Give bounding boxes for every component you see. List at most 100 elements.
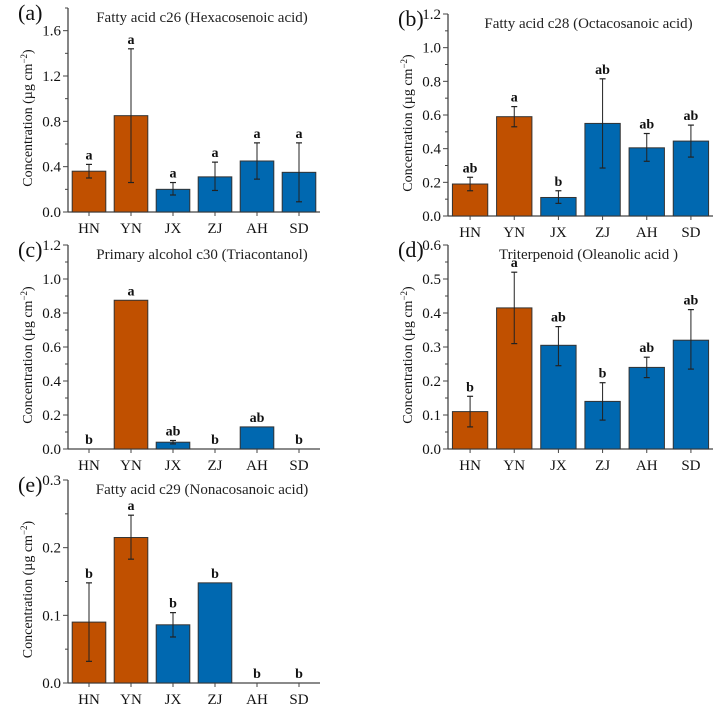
significance-letter: a: [86, 148, 93, 163]
x-tick-label: YN: [120, 458, 142, 474]
y-axis-label-close: ): [21, 286, 36, 291]
panel-c: 0.0 0.2 0.4 0.6 0.8 1.0 1.2(c) Primary alcohol …: [18, 237, 320, 474]
significance-letter: b: [211, 567, 219, 582]
y-tick-label: 0.6: [422, 238, 441, 254]
y-tick-label: 0.8: [422, 74, 441, 90]
significance-letter: a: [170, 167, 177, 182]
x-tick-label: AH: [636, 458, 658, 474]
panel-title: Triterpenoid (Oleanolic acid ): [499, 247, 678, 263]
x-tick-label: JX: [165, 221, 182, 237]
bar-YN: [113, 299, 149, 450]
y-tick-label: 0.6: [42, 340, 61, 356]
y-tick-label: 0.2: [42, 541, 61, 557]
significance-letter: ab: [166, 425, 181, 440]
significance-letter: b: [295, 433, 303, 448]
y-tick-label: 1.2: [42, 238, 61, 254]
x-tick-label: HN: [78, 221, 100, 237]
panel-label: (e): [18, 472, 42, 497]
x-tick-label: AH: [636, 225, 658, 241]
bar-YN: [113, 537, 149, 684]
significance-letter: ab: [463, 161, 478, 176]
y-tick-label: 0.1: [422, 408, 441, 424]
x-tick-label: ZJ: [208, 221, 223, 237]
y-tick-label: 0.0: [422, 442, 441, 458]
x-tick-label: SD: [681, 458, 700, 474]
y-axis-label-exponent: −2: [19, 54, 29, 64]
y-tick-label: 0.4: [422, 142, 441, 158]
significance-letter: a: [128, 284, 135, 299]
y-tick-label: 1.6: [42, 24, 61, 40]
y-tick-label: 0.2: [422, 374, 441, 390]
significance-letter: b: [295, 667, 303, 682]
y-tick-label: 0.0: [42, 676, 61, 692]
bar-AH: [628, 366, 665, 450]
x-tick-label: JX: [165, 692, 182, 708]
y-tick-label: 0.6: [422, 108, 441, 124]
significance-letter: b: [466, 380, 474, 395]
x-tick-label: HN: [459, 458, 481, 474]
significance-letter: b: [169, 597, 177, 612]
x-tick-label: YN: [120, 692, 142, 708]
y-tick-label: 0.0: [422, 209, 441, 225]
y-axis-label-close: ): [401, 54, 416, 59]
significance-letter: a: [212, 146, 219, 161]
x-tick-label: SD: [289, 458, 308, 474]
y-tick-label: 0.0: [42, 442, 61, 458]
y-axis-label-exponent: −2: [399, 291, 409, 301]
bar-YN: [496, 116, 533, 217]
y-axis-label: Concentration (µg cm−2): [19, 286, 36, 424]
panel-d: 0.0 0.1 0.2 0.3 0.4 0.5 0.6(d) Triterpenoid (Ol…: [398, 237, 713, 474]
y-tick-label: 0.8: [42, 114, 61, 130]
x-tick-label: JX: [165, 458, 182, 474]
y-axis-label-exponent: −2: [19, 525, 29, 535]
y-tick-label: 0.1: [42, 608, 61, 624]
y-tick-label: 0.4: [422, 306, 441, 322]
significance-letter: a: [128, 499, 135, 514]
x-tick-label: ZJ: [208, 458, 223, 474]
x-tick-label: HN: [78, 458, 100, 474]
x-tick-label: ZJ: [208, 692, 223, 708]
x-tick-label: JX: [550, 225, 567, 241]
significance-letter: ab: [639, 118, 654, 133]
panel-a: 0.0 0.4 0.8 1.2 1.6(a) Fatty acid c26 (Hexaco…: [18, 0, 320, 237]
x-tick-label: HN: [78, 692, 100, 708]
significance-letter: a: [511, 91, 518, 106]
significance-letter: a: [128, 33, 135, 48]
x-tick-label: JX: [550, 458, 567, 474]
significance-letter: ab: [684, 109, 699, 124]
y-tick-label: 0.8: [42, 306, 61, 322]
panel-label: (b): [398, 6, 424, 31]
significance-letter: b: [85, 567, 93, 582]
bar-AH: [239, 426, 275, 450]
significance-letter: a: [254, 127, 261, 142]
y-tick-label: 0.4: [42, 160, 61, 176]
significance-letter: a: [296, 127, 303, 142]
significance-letter: ab: [551, 311, 566, 326]
x-tick-label: AH: [246, 692, 268, 708]
panel-label: (a): [18, 0, 42, 25]
y-tick-label: 1.0: [42, 272, 61, 288]
y-tick-label: 0.0: [42, 205, 61, 221]
panel-label: (c): [18, 237, 42, 262]
y-axis-label: Concentration (µg cm−2): [19, 520, 36, 658]
panel-label: (d): [398, 237, 424, 262]
x-tick-label: YN: [120, 221, 142, 237]
y-axis-label-exponent: −2: [399, 59, 409, 69]
significance-letter: a: [511, 256, 518, 271]
y-tick-label: 0.5: [422, 272, 441, 288]
x-tick-label: SD: [289, 692, 308, 708]
significance-letter: ab: [595, 63, 610, 78]
x-tick-label: SD: [681, 225, 700, 241]
y-axis-label-exponent: −2: [19, 291, 29, 301]
x-tick-label: HN: [459, 225, 481, 241]
x-tick-label: AH: [246, 458, 268, 474]
panel-title: Fatty acid c26 (Hexacosenoic acid): [96, 10, 308, 26]
y-tick-label: 1.0: [422, 41, 441, 57]
significance-letter: ab: [250, 411, 265, 426]
panel-title: Primary alcohol c30 (Triacontanol): [96, 247, 307, 263]
y-tick-label: 1.2: [422, 7, 441, 23]
y-tick-label: 0.4: [42, 374, 61, 390]
y-axis-label-close: ): [21, 520, 36, 525]
significance-letter: b: [599, 367, 607, 382]
